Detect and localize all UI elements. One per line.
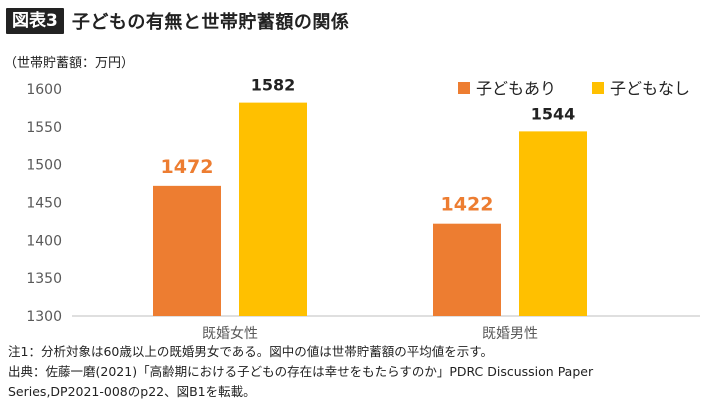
data-label: 1582 (251, 76, 296, 95)
note-line: 注1：分析対象は60歳以上の既婚男女である。図中の値は世帯貯蓄額の平均値を示す。 (8, 344, 493, 359)
legend-swatch (592, 82, 604, 94)
footnotes: 注1：分析対象は60歳以上の既婚男女である。図中の値は世帯貯蓄額の平均値を示す。… (8, 342, 708, 402)
bar-without-children (519, 131, 587, 316)
y-tick-label: 1600 (26, 82, 62, 98)
figure-header: 図表3 子どもの有無と世帯貯蓄額の関係 (6, 6, 349, 36)
data-label: 1472 (161, 156, 214, 178)
legend-label: 子どもなし (610, 79, 690, 98)
x-category-label: 既婚男性 (482, 326, 538, 342)
source-line-cont: Series,DP2021-008のp22、図B1を転載。 (8, 384, 256, 399)
y-axis-ticks: 1600 1550 1500 1450 1400 1350 1300 (26, 82, 62, 325)
y-tick-label: 1400 (26, 233, 62, 249)
source-line: 出典：佐藤一磨(2021)「高齢期における子どもの存在は幸せをもたらすのか」PD… (8, 364, 594, 379)
legend: 子どもあり 子どもなし (458, 79, 690, 98)
y-tick-label: 1350 (26, 271, 62, 287)
data-label: 1422 (441, 194, 494, 216)
bars: 1472 1582 1422 1544 (153, 76, 587, 317)
y-tick-label: 1500 (26, 158, 62, 174)
bar-chart: （世帯貯蓄額：万円） 1600155015001450140013501300 … (4, 56, 700, 342)
bar-with-children (153, 185, 221, 316)
y-tick-label: 1550 (26, 120, 62, 136)
bar-with-children (433, 223, 501, 316)
legend-label: 子どもあり (476, 79, 556, 98)
legend-swatch (458, 82, 470, 94)
y-axis-label: （世帯貯蓄額：万円） (4, 56, 134, 71)
figure-label: 図表3 (6, 8, 64, 34)
y-tick-label: 1300 (26, 309, 62, 325)
data-label: 1544 (531, 104, 576, 123)
bar-without-children (239, 102, 307, 317)
x-axis-categories: 既婚女性 既婚男性 (202, 325, 538, 342)
chart-title: 子どもの有無と世帯貯蓄額の関係 (71, 12, 350, 33)
y-tick-label: 1450 (26, 196, 62, 212)
x-category-label: 既婚女性 (202, 325, 258, 342)
